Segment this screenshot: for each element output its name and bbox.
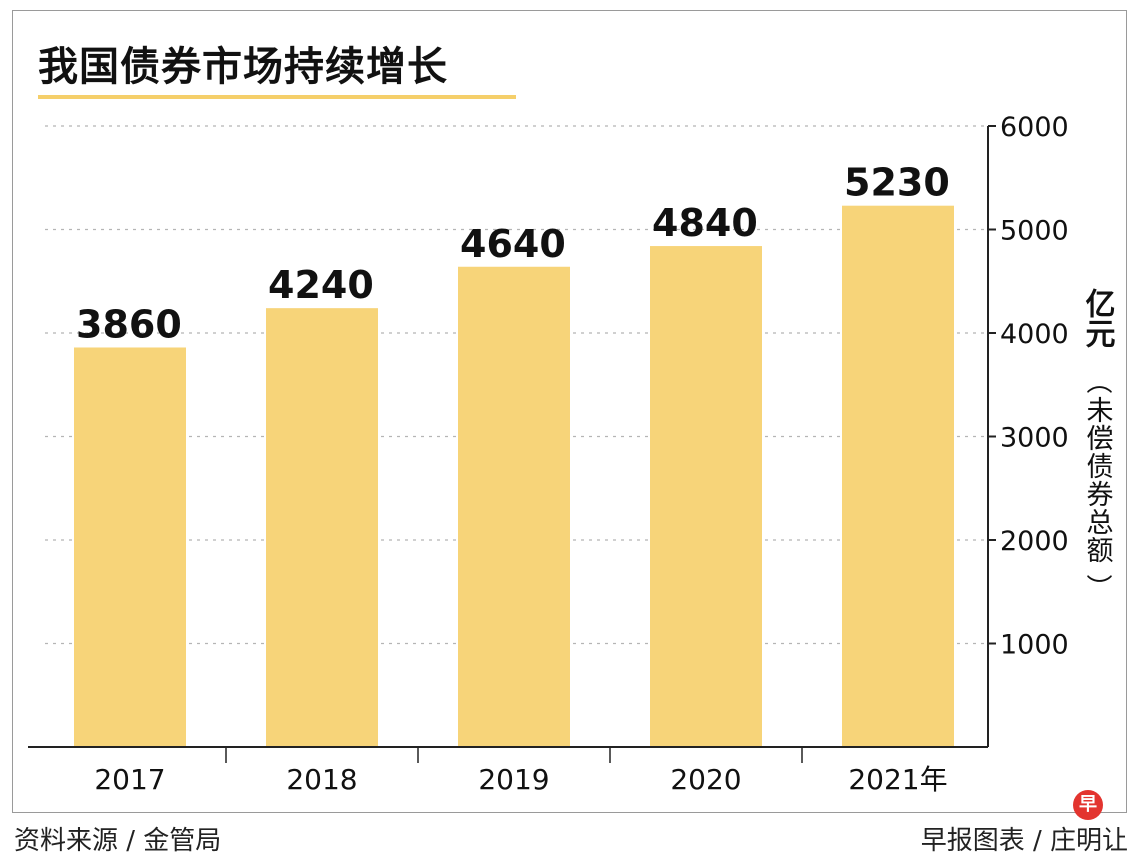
y-axis-label-paren-close: ）	[1082, 574, 1112, 600]
y-axis-label-paren-open: （	[1082, 368, 1112, 394]
x-tick-label: 2018	[286, 763, 357, 796]
y-tick-label: 3000	[1000, 423, 1069, 454]
value-label: 4640	[460, 222, 566, 266]
y-axis-label: 亿元 （未偿债券总额 ）	[1080, 288, 1116, 600]
y-tick-label: 4000	[1000, 319, 1069, 350]
publisher-logo: 早	[1073, 790, 1103, 820]
credit-note: 早报图表 / 庄明让	[920, 826, 1128, 856]
y-tick-label: 2000	[1000, 526, 1069, 557]
x-tick-label: 2017	[94, 763, 165, 796]
y-axis-unit: 亿元	[1080, 288, 1116, 349]
x-axis: 2017 2018 2019 2020 2021年	[28, 746, 988, 796]
y-axis: 1000 2000 3000 4000 5000 6000	[987, 112, 1069, 747]
bars	[74, 205, 954, 747]
bar	[650, 246, 762, 747]
y-tick-label: 6000	[1000, 112, 1069, 143]
title-underline	[38, 95, 516, 99]
value-label: 3860	[76, 302, 182, 346]
value-label: 4240	[268, 263, 374, 307]
y-tick-label: 1000	[1000, 630, 1069, 661]
bar	[842, 205, 954, 747]
y-axis-label-text: 未偿债券总额	[1082, 396, 1114, 564]
bar	[458, 266, 570, 747]
x-tick-label: 2020	[670, 763, 741, 796]
y-tick-label: 5000	[1000, 216, 1069, 247]
chart-title: 我国债券市场持续增长	[38, 44, 448, 90]
x-tick-label: 2019	[478, 763, 549, 796]
source-note: 资料来源 / 金管局	[14, 826, 222, 856]
bar	[266, 308, 378, 747]
bar	[74, 347, 186, 747]
value-label: 4840	[652, 201, 758, 245]
value-labels: 3860 4240 4640 4840 5230	[76, 161, 950, 347]
x-tick-label: 2021年	[848, 763, 947, 796]
value-label: 5230	[844, 161, 950, 205]
